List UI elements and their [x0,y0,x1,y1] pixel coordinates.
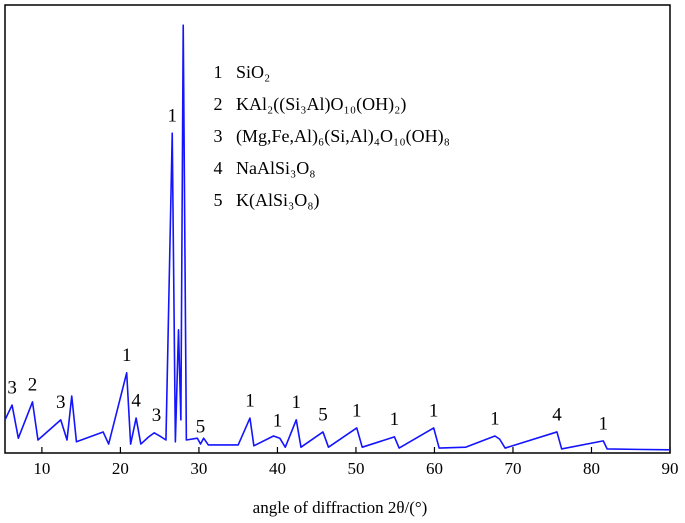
x-axis-label: angle of diffraction 2θ/(°) [253,498,428,517]
x-tick-label: 40 [269,459,286,478]
peak-label: 1 [429,400,439,421]
legend-number: 1 [214,62,223,82]
legend-number: 3 [214,126,223,146]
peak-label: 4 [131,390,141,411]
plot-frame [4,4,671,454]
peak-label: 1 [273,411,283,432]
peak-label: 5 [318,404,328,425]
peak-label: 3 [56,392,66,413]
xrd-line [4,24,671,451]
peak-label: 1 [245,390,255,411]
x-tick-label: 60 [426,459,443,478]
x-tick-label: 30 [190,459,207,478]
x-tick-label: 20 [112,459,129,478]
peak-label: 1 [292,392,302,413]
legend-formula: (Mg,Fe,Al)₆(Si,Al)₄O₁₀(OH)₈ [236,126,450,147]
legend-number: 4 [214,158,223,178]
peak-label: 2 [28,374,38,395]
peak-label: 1 [122,345,132,366]
peak-label: 3 [7,377,17,398]
peak-label: 1 [352,400,362,421]
legend-number: 5 [214,190,223,210]
peak-label: 3 [152,405,162,426]
peak-label: 1 [599,413,609,434]
peak-label: 4 [552,404,562,425]
x-tick-label: 70 [504,459,521,478]
x-tick-label: 90 [662,459,679,478]
x-tick-label: 50 [347,459,364,478]
x-tick-label: 10 [33,459,50,478]
legend-number: 2 [214,94,223,114]
peak-label: 1 [390,409,400,430]
legend-formula: KAl₂((Si₃Al)O₁₀(OH)₂) [236,94,406,115]
legend-formula: SiO₂ [236,62,270,82]
legend-formula: NaAlSi₃O₈ [236,158,316,178]
peak-label: 5 [196,416,206,437]
peak-label: 1 [167,105,177,126]
x-tick-label: 80 [583,459,600,478]
legend-formula: K(AlSi₃O₈) [236,190,320,211]
peak-label: 1 [490,408,500,429]
